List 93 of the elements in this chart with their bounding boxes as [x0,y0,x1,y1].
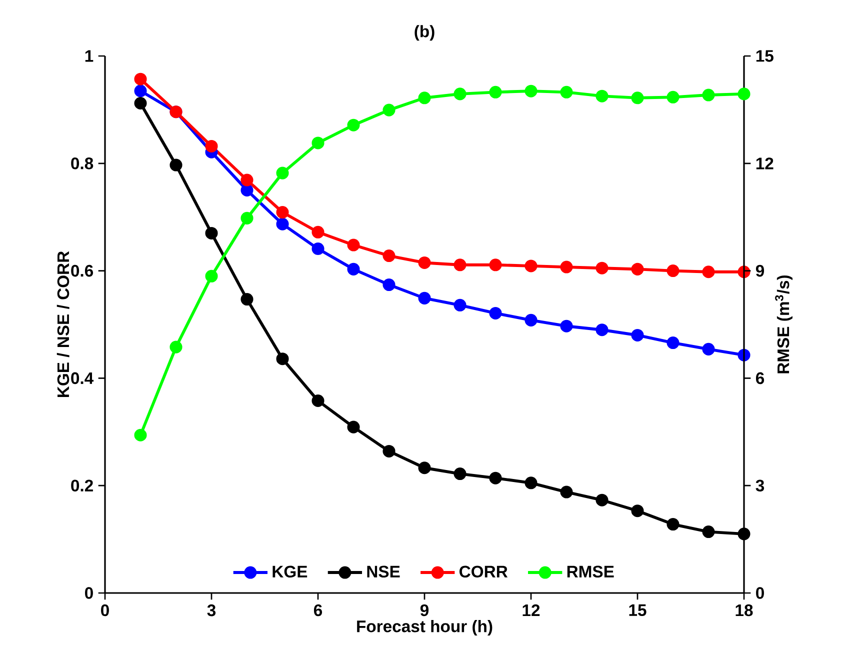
point [312,394,324,408]
point [454,88,466,100]
point [134,84,147,98]
point [134,96,147,110]
y-tick-label: 1 [85,50,94,62]
point [347,420,360,434]
x-tick-label: 0 [101,604,109,616]
point [382,278,396,292]
point [631,262,644,276]
point [454,258,466,272]
point [134,428,147,442]
point [631,504,644,518]
x-tick-label: 6 [314,604,322,616]
point [170,158,182,172]
point [560,320,573,332]
point [702,342,715,356]
x-tick-label: 3 [207,604,216,616]
point [418,256,431,270]
x-tick-label: 15 [629,604,646,616]
legend-label: KGE [272,566,308,578]
point [240,174,254,186]
point [560,260,573,274]
point [382,104,396,116]
point [347,118,360,132]
point [738,88,750,100]
point [596,324,608,336]
point [418,292,431,304]
x-tick-label: 18 [736,604,753,616]
point [312,226,324,238]
point [596,262,608,274]
y-tick-label: 0.4 [71,372,94,384]
point [418,92,431,104]
point [240,184,254,197]
x-tick-label: 12 [522,604,540,616]
point [489,472,502,484]
y2-tick-label: 9 [756,264,764,277]
y-tick-label: 0.8 [71,158,94,170]
y2-tick-label: 6 [756,372,764,384]
point [666,264,680,278]
y2-tick-label: 0 [756,587,764,599]
y2-axis-title: RMSE (m$^{3}$/s) [775,275,792,374]
point [631,92,644,104]
point [596,494,608,506]
x-axis-title: Forecast hour (h) [357,620,492,636]
legend-label: RMSE [567,566,614,578]
point [702,526,715,538]
y2-tick-label: 12 [756,158,774,170]
legend-label: NSE [367,566,400,578]
y2-tick-label: 3 [756,480,764,492]
point [702,266,715,278]
point [170,340,182,354]
point [382,444,396,458]
point [312,136,324,150]
point [560,86,573,98]
point [524,260,538,272]
point [596,90,608,102]
point [240,292,254,306]
chart-title: (b) [414,25,434,41]
point [276,352,289,366]
y-axis-title: KGE / NSE / CORR [56,251,70,398]
point [524,84,538,98]
point [205,140,218,152]
point [454,468,466,480]
point [205,226,218,240]
point [276,218,289,230]
point [240,212,254,224]
y2-tick-label: 15 [756,50,774,62]
point [631,328,644,342]
point [702,88,715,102]
point [666,518,680,531]
point [489,86,502,98]
y-tick-label: 0.2 [71,480,93,492]
point [312,242,324,256]
y-tick-label: 0.6 [71,264,94,277]
legend-label: CORR [460,566,508,578]
point [524,314,538,326]
point [418,462,431,474]
point [205,270,218,282]
point [347,262,360,276]
point [382,249,396,262]
y-tick-label: 0 [85,587,93,599]
point [134,72,147,86]
point [489,258,502,272]
point [524,476,538,490]
x-tick-label: 9 [420,604,429,616]
point [666,90,680,104]
point [347,238,360,252]
point [560,486,573,498]
point [276,166,289,180]
point [276,206,289,219]
point [666,336,680,350]
point [454,298,466,312]
point [489,306,502,320]
